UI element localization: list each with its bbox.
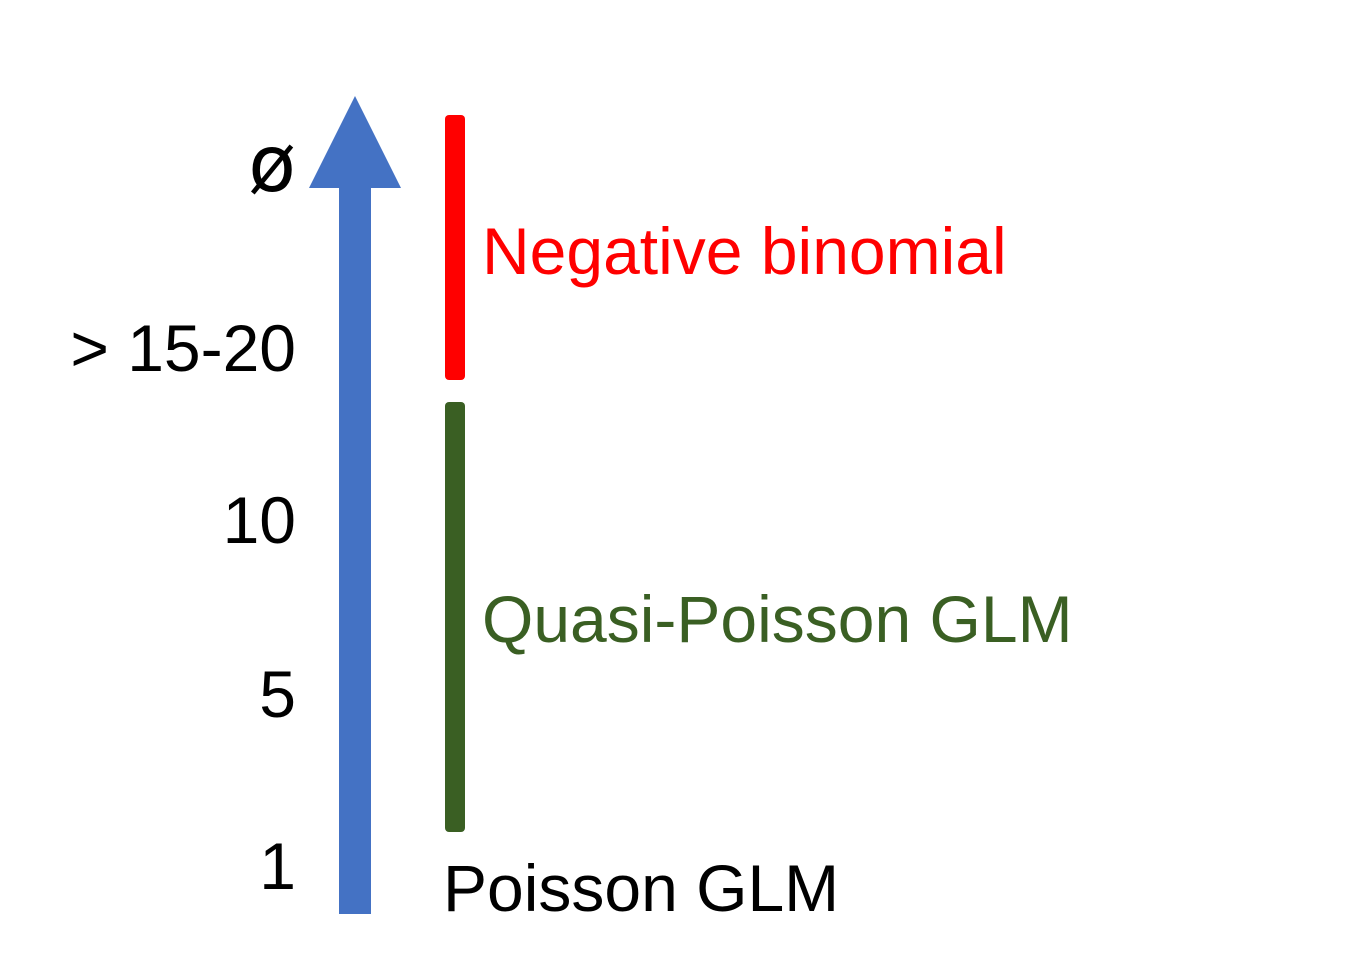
quasi-poisson-range-bar: [445, 402, 465, 832]
poisson-glm-label: Poisson GLM: [443, 851, 840, 925]
negative-binomial-label: Negative binomial: [482, 214, 1007, 288]
tick-label-10: 10: [222, 483, 296, 557]
dispersion-symbol: ø: [248, 120, 296, 210]
negative-binomial-range-bar: [445, 115, 465, 380]
tick-label-1: 1: [259, 829, 296, 903]
axis-arrow-head: [309, 96, 401, 188]
axis-arrow-shaft: [339, 184, 371, 914]
tick-label-15-20: > 15-20: [70, 311, 296, 385]
quasi-poisson-label: Quasi-Poisson GLM: [482, 582, 1073, 656]
tick-label-5: 5: [259, 657, 296, 731]
